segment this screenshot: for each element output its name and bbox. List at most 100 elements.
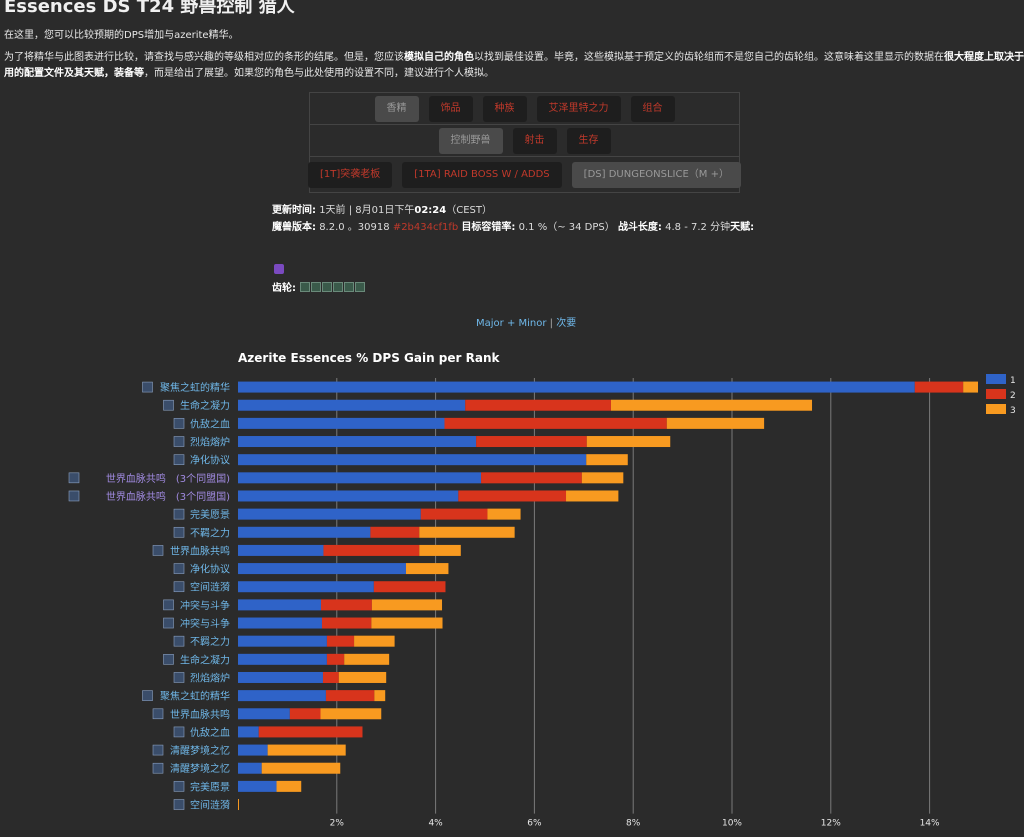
trait-2-icon bbox=[311, 281, 321, 292]
category-label[interactable]: 不羁之力 bbox=[190, 526, 230, 539]
category-label[interactable]: 完美愿景 bbox=[190, 508, 230, 521]
category-label[interactable]: 不羁之力 bbox=[190, 635, 230, 648]
filter-row-type: 香精 饰品 种族 艾泽里特之力 组合 bbox=[310, 93, 739, 125]
essence-icon bbox=[173, 799, 185, 810]
bar-segment-rank-3 bbox=[344, 653, 390, 665]
filter-1t-button[interactable]: [1T]突袭老板 bbox=[308, 161, 393, 188]
category-label[interactable]: 清醒梦境之忆 bbox=[170, 762, 230, 775]
category-label[interactable]: 冲突与斗争 bbox=[180, 617, 230, 630]
dps-chart: Azerite Essences % DPS Gain per Rank 聚焦之… bbox=[68, 351, 1016, 829]
chart-grid bbox=[336, 378, 931, 814]
desc-part-2: 以找到最佳设置。毕竟，这些模拟基于预定义的齿轮组而不是您自己的齿轮组。这意味着这… bbox=[474, 52, 944, 63]
essence-icon bbox=[173, 781, 185, 792]
bar-segment-rank-2 bbox=[326, 653, 345, 665]
essence-icon bbox=[173, 508, 185, 520]
essence-icon bbox=[173, 672, 185, 683]
essence-icon bbox=[163, 599, 174, 611]
bar-segment-rank-1 bbox=[238, 690, 326, 702]
filter-survival-button[interactable]: 生存 bbox=[566, 127, 611, 154]
bar-segment-rank-3 bbox=[487, 508, 521, 520]
bar-segment-rank-1 bbox=[238, 399, 466, 411]
bar-segment-rank-1 bbox=[238, 508, 421, 520]
category-label[interactable]: 空间涟漪 bbox=[190, 581, 230, 594]
category-label[interactable]: 生命之凝力 bbox=[180, 653, 230, 666]
fight-label: 战斗长度: bbox=[617, 222, 662, 233]
x-tick-label: 8% bbox=[626, 819, 641, 829]
essence-icon bbox=[163, 399, 174, 411]
legend-label: 3 bbox=[1010, 406, 1016, 416]
category-label[interactable]: 完美愿景 bbox=[190, 780, 230, 793]
category-label[interactable]: 聚焦之虹的精华 bbox=[160, 381, 230, 394]
trait-5-icon bbox=[344, 281, 354, 292]
bar-segment-rank-3 bbox=[581, 472, 624, 484]
bar-segment-rank-2 bbox=[481, 472, 582, 484]
essence-icon bbox=[152, 762, 164, 774]
category-label[interactable]: 聚焦之虹的精华 bbox=[160, 690, 230, 703]
filter-essences-button[interactable]: 香精 bbox=[374, 95, 419, 122]
desc-part-3: ，而是给出了展望。如果您的角色与此处使用的设置不同，建议进行个人模拟。 bbox=[144, 68, 494, 79]
filter-combo-button[interactable]: 组合 bbox=[630, 95, 675, 122]
x-tick-label: 4% bbox=[428, 819, 443, 829]
category-label[interactable]: 烈焰熔炉 bbox=[190, 671, 230, 684]
commit-hash-link[interactable]: #2b434cf1fb bbox=[392, 222, 459, 233]
category-label[interactable]: 生命之凝力 bbox=[180, 399, 230, 412]
bar-segment-rank-2 bbox=[289, 708, 321, 720]
essence-icon bbox=[142, 381, 153, 393]
category-label[interactable]: 清醒梦境之忆 bbox=[170, 744, 230, 757]
bar-segment-rank-2 bbox=[458, 490, 567, 502]
meta-line-1: 更新时间: 1天前 | 8月01日下午02:24（CEST） bbox=[272, 202, 754, 219]
minor-toggle[interactable]: 次要 bbox=[556, 318, 577, 329]
updated-time: 02:24 bbox=[414, 205, 447, 216]
bar-segment-rank-3 bbox=[419, 526, 515, 538]
category-label[interactable]: 冲突与斗争 bbox=[180, 599, 230, 612]
major-minor-toggle[interactable]: Major + Minor bbox=[476, 318, 547, 329]
bar-segment-rank-1 bbox=[238, 454, 587, 466]
meta-line-2: 魔兽版本: 8.2.0 。30918 #2b434cf1fb 目标容错率: 0.… bbox=[272, 219, 754, 236]
talents-label: 天赋: bbox=[730, 222, 755, 233]
category-label[interactable]: 仇敌之血 bbox=[190, 417, 230, 430]
bar-segment-rank-1 bbox=[238, 671, 323, 683]
essence-icon bbox=[163, 617, 174, 629]
category-label[interactable]: 仇敌之血 bbox=[190, 726, 230, 739]
category-label[interactable]: 世界血脉共鸣 (3个同盟国) bbox=[106, 472, 230, 485]
trait-6-icon bbox=[355, 281, 365, 292]
category-label[interactable]: 净化协议 bbox=[190, 454, 230, 467]
bar-segment-rank-2 bbox=[370, 526, 420, 538]
bar-segment-rank-1 bbox=[238, 617, 322, 629]
category-label[interactable]: 净化协议 bbox=[190, 563, 230, 576]
error-label: 目标容错率: bbox=[461, 222, 516, 233]
category-label[interactable]: 世界血脉共鸣 (3个同盟国) bbox=[106, 490, 230, 503]
filter-1ta-button[interactable]: [1TA] RAID BOSS W / ADDS bbox=[402, 161, 562, 188]
filter-beastmastery-button[interactable]: 控制野兽 bbox=[438, 127, 503, 154]
filter-panel: 香精 饰品 种族 艾泽里特之力 组合 控制野兽 射击 生存 [1T]突袭老板 [… bbox=[308, 92, 741, 193]
essence-icon bbox=[152, 545, 164, 556]
bar-segment-rank-2 bbox=[321, 617, 372, 629]
category-label[interactable]: 世界血脉共鸣 bbox=[170, 708, 230, 721]
filter-marksmanship-button[interactable]: 射击 bbox=[512, 127, 557, 154]
fight-value: 4.8 - 7.2 分钟 bbox=[665, 222, 731, 233]
bar-segment-rank-1 bbox=[238, 544, 324, 556]
filter-trinkets-button[interactable]: 饰品 bbox=[428, 95, 473, 122]
bar-segment-rank-2 bbox=[323, 544, 420, 556]
filter-races-button[interactable]: 种族 bbox=[482, 95, 527, 122]
bar-segment-rank-2 bbox=[420, 508, 488, 520]
category-label[interactable]: 世界血脉共鸣 bbox=[170, 544, 230, 557]
legend-label: 1 bbox=[1010, 376, 1016, 386]
essence-icon bbox=[173, 726, 185, 738]
x-tick-label: 12% bbox=[821, 819, 841, 829]
bar-segment-rank-3 bbox=[586, 454, 628, 466]
legend-label: 2 bbox=[1010, 391, 1016, 401]
traits-label: 齿轮: bbox=[272, 283, 296, 294]
filter-azerite-button[interactable]: 艾泽里特之力 bbox=[536, 95, 621, 122]
essence-icon bbox=[173, 635, 185, 647]
essence-icon bbox=[163, 654, 174, 665]
bar-segment-rank-1 bbox=[238, 744, 268, 756]
essence-mode-toggle: Major + Minor | 次要 bbox=[476, 314, 576, 329]
category-label[interactable]: 空间涟漪 bbox=[190, 799, 230, 812]
category-label[interactable]: 烈焰熔炉 bbox=[190, 436, 230, 449]
x-tick-label: 6% bbox=[527, 819, 542, 829]
bar-segment-rank-1 bbox=[238, 472, 482, 484]
bar-segment-rank-2 bbox=[258, 726, 363, 738]
bar-segment-rank-3 bbox=[586, 436, 671, 448]
filter-ds-button[interactable]: [DS] DUNGEONSLICE（M +） bbox=[571, 161, 741, 188]
